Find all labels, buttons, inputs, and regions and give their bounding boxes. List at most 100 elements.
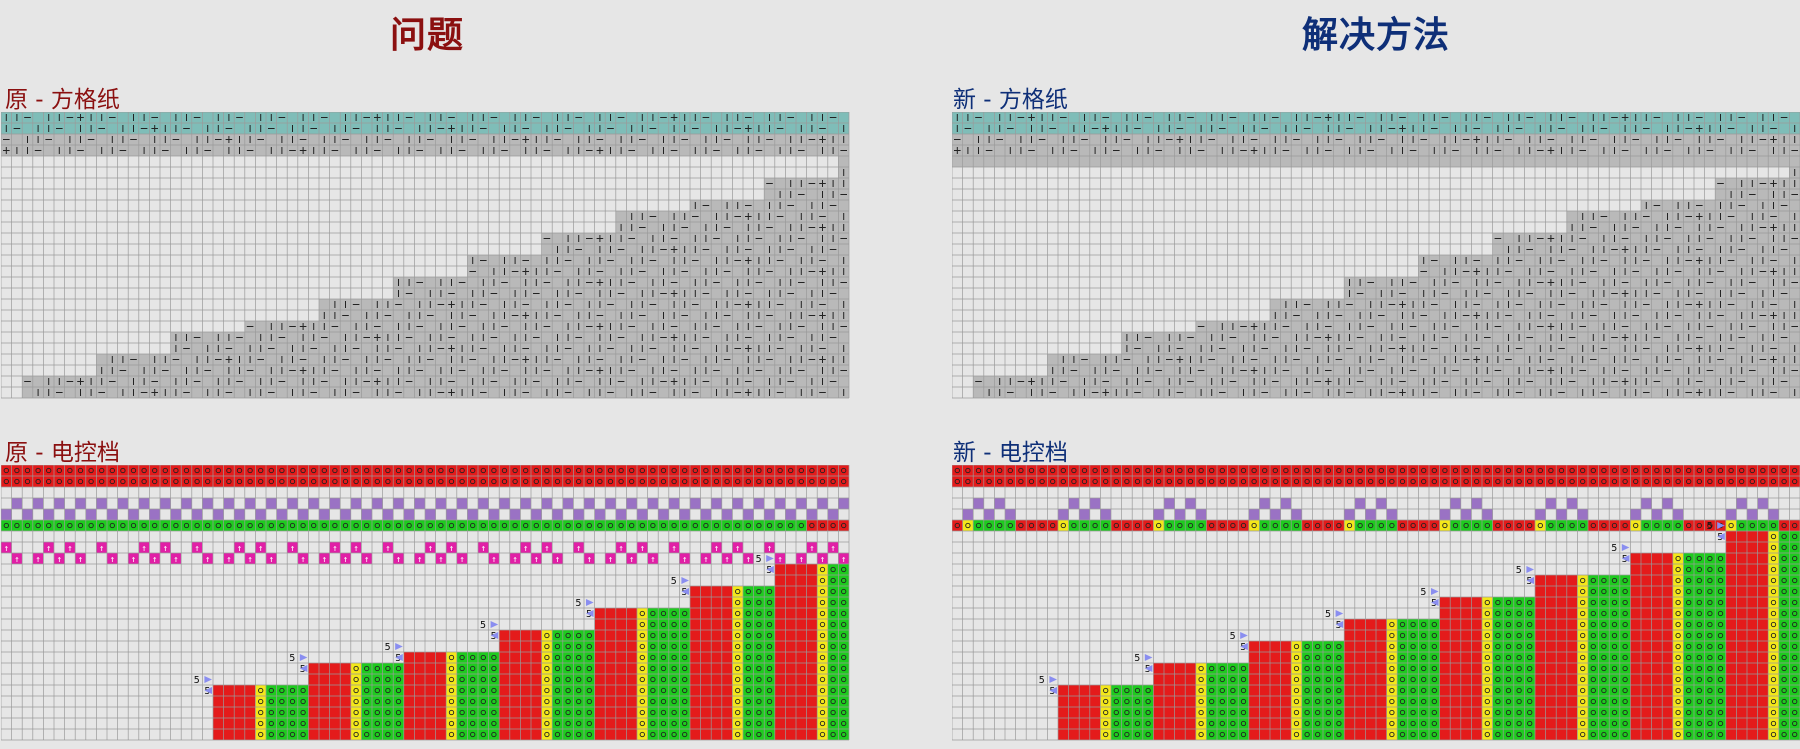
stitch-cell [584, 376, 595, 387]
stitch-cell [276, 387, 288, 398]
teal-band-cell [244, 112, 256, 123]
teal-band-cell [456, 112, 468, 123]
stitch-cell [721, 321, 733, 332]
stitch-cell [287, 376, 298, 387]
stitch-cell [753, 376, 765, 387]
stitch-cell [499, 332, 510, 343]
stitch-cell [414, 288, 425, 299]
stitch-cell [838, 156, 849, 167]
stitch-cell [573, 255, 584, 266]
stitch-cell [478, 354, 489, 365]
stitch-cell [573, 343, 584, 354]
stitch-cell [700, 343, 712, 354]
stitch-cell [107, 387, 118, 398]
stitch-cell [393, 310, 404, 321]
stitch-cell [690, 222, 701, 233]
stitch-cell [711, 332, 722, 343]
teal-band-cell [785, 123, 796, 134]
left-column-title: 问题 [390, 15, 465, 56]
stitch-cell [785, 387, 796, 398]
stitch-cell [552, 277, 563, 288]
stitch-cell [541, 376, 553, 387]
stitch-cell [488, 255, 500, 266]
teal-band-cell [191, 123, 203, 134]
stitch-cell [552, 233, 563, 244]
stitch-cell [531, 299, 542, 310]
stitch-cell [785, 343, 796, 354]
stitch-cell [774, 222, 786, 233]
stitch-cell [700, 387, 712, 398]
teal-band-cell [499, 112, 510, 123]
gray-band-cell [732, 134, 743, 145]
stitch-cell [573, 387, 584, 398]
stitch-cell [615, 343, 627, 354]
stitch-cell [32, 376, 44, 387]
stitch-cell [647, 266, 659, 277]
stitch-cell [764, 189, 775, 200]
stitch-cell [234, 343, 245, 354]
stitch-cell [467, 277, 478, 288]
stitch-cell [382, 321, 394, 332]
stitch-cell [340, 321, 351, 332]
stitch-cell [637, 233, 648, 244]
stitch-cell [361, 387, 372, 398]
gray-band-cell [764, 145, 775, 156]
gray-band-cell [509, 145, 521, 156]
teal-band-cell [615, 123, 627, 134]
stitch-cell [732, 310, 743, 321]
stitch-cell [96, 354, 107, 365]
stitch-cell [764, 277, 775, 288]
stitch-cell [806, 321, 818, 332]
stitch-cell [647, 354, 659, 365]
teal-band-cell [711, 112, 722, 123]
stitch-cell [753, 200, 765, 211]
stitch-cell [711, 376, 722, 387]
stitch-cell [425, 277, 436, 288]
stitch-cell [255, 321, 266, 332]
stitch-cell [711, 288, 722, 299]
stitch-cell [531, 387, 542, 398]
stitch-cell [319, 387, 330, 398]
gray-band-cell [637, 145, 648, 156]
stitch-cell [160, 376, 171, 387]
stitch-cell [425, 365, 436, 376]
stitch-cell [128, 365, 139, 376]
right-graph-label: 新 - 方格纸 [953, 87, 1068, 113]
stitch-cell [700, 299, 712, 310]
teal-band-cell [531, 123, 542, 134]
right-control-label: 新 - 电控档 [953, 440, 1068, 466]
gray-band-cell [11, 134, 23, 145]
stitch-cell [562, 310, 574, 321]
teal-band-cell [414, 112, 425, 123]
stitch-cell [753, 244, 765, 255]
teal-band-cell [22, 123, 33, 134]
stitch-cell [806, 233, 818, 244]
stitch-cell [732, 222, 743, 233]
stitch-cell [509, 321, 521, 332]
stitch-cell [796, 200, 807, 211]
stitch-cell [615, 255, 627, 266]
stitch-cell [764, 365, 775, 376]
stitch-cell [753, 332, 765, 343]
teal-band-cell [117, 112, 129, 123]
stitch-cell [541, 288, 553, 299]
teal-band-cell [276, 123, 288, 134]
stitch-cell [732, 354, 743, 365]
gray-band-cell [774, 134, 786, 145]
stitch-cell [584, 288, 595, 299]
stitch-cell [266, 354, 277, 365]
stitch-cell [806, 277, 818, 288]
stitch-cell [22, 387, 33, 398]
gray-band-cell [690, 134, 701, 145]
left-graph-paper[interactable] [1, 112, 850, 399]
stitch-cell [202, 332, 213, 343]
teal-band-cell [319, 123, 330, 134]
teal-band-cell [202, 112, 213, 123]
stitch-cell [658, 387, 669, 398]
stitch-cell [425, 321, 436, 332]
stitch-cell [711, 244, 722, 255]
stitch-cell [319, 299, 330, 310]
teal-band-cell [329, 112, 341, 123]
stitch-cell [690, 354, 701, 365]
gray-band-cell [552, 145, 563, 156]
